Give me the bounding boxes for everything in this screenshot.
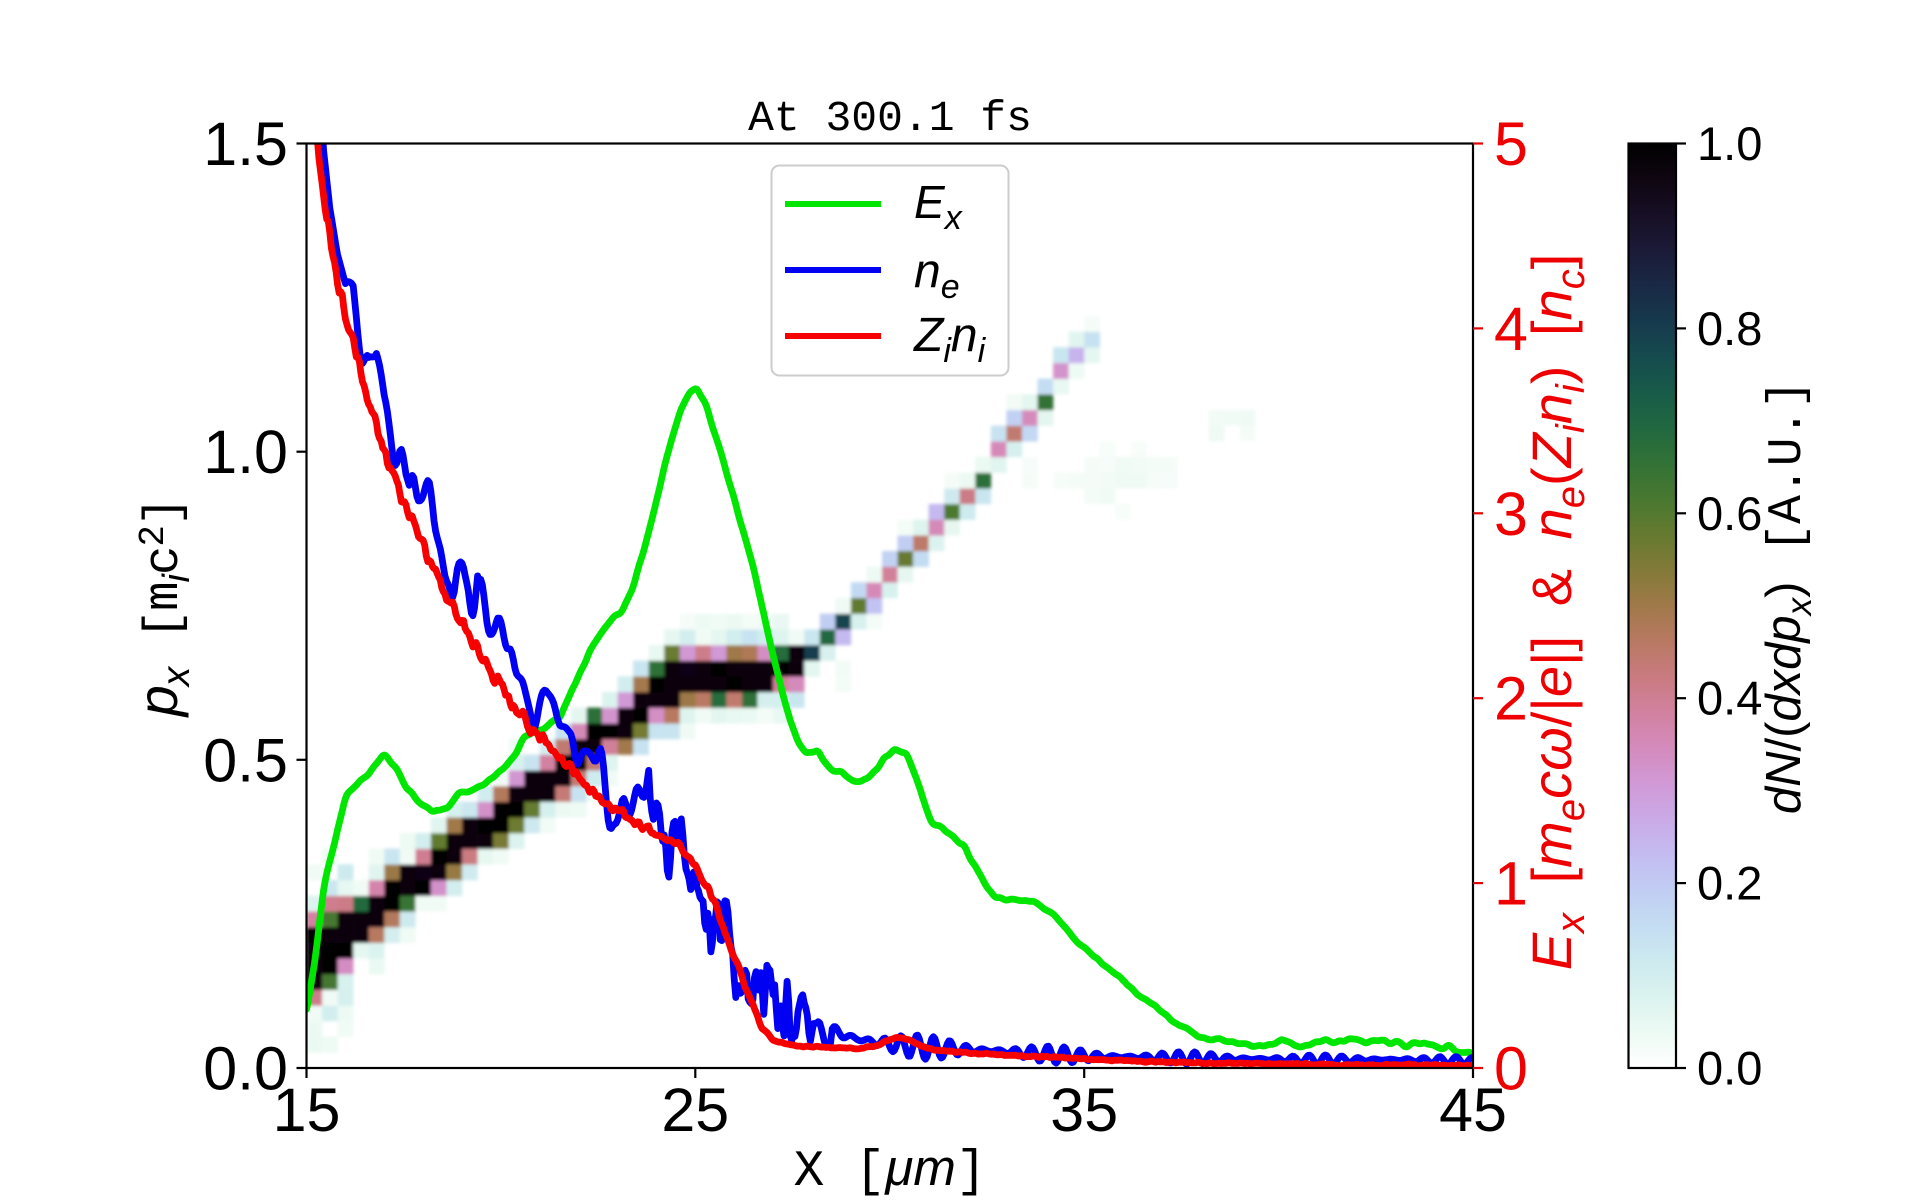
svg-text:0: 0 — [1494, 1035, 1528, 1103]
svg-text:5: 5 — [1494, 110, 1528, 178]
svg-text:1.0: 1.0 — [1697, 117, 1762, 170]
svg-text:Zini: Zini — [913, 309, 987, 370]
svg-text:25: 25 — [661, 1076, 729, 1144]
svg-text:0.6: 0.6 — [1697, 487, 1762, 540]
svg-text:px [mic2]: px [mic2] — [126, 498, 198, 719]
svg-text:0.8: 0.8 — [1697, 302, 1762, 355]
svg-text:45: 45 — [1439, 1076, 1507, 1144]
svg-text:Ex [mecω/|e|] & ne(Zini) [nc]: Ex [mecω/|e|] & ne(Zini) [nc] — [1520, 254, 1593, 971]
svg-text:1.0: 1.0 — [203, 418, 288, 486]
svg-text:X [μm]: X [μm] — [794, 1139, 987, 1200]
svg-text:0.0: 0.0 — [203, 1035, 288, 1103]
svg-text:15: 15 — [273, 1076, 341, 1144]
svg-text:0.2: 0.2 — [1697, 857, 1762, 910]
svg-text:4: 4 — [1494, 295, 1528, 363]
svg-text:Ex: Ex — [914, 176, 963, 237]
svg-text:1: 1 — [1494, 850, 1528, 918]
svg-text:1.5: 1.5 — [203, 110, 288, 178]
svg-text:35: 35 — [1050, 1076, 1118, 1144]
svg-text:0.0: 0.0 — [1697, 1042, 1762, 1095]
svg-text:2: 2 — [1494, 665, 1528, 733]
svg-text:At 300.1 fs: At 300.1 fs — [748, 94, 1032, 143]
svg-text:0.5: 0.5 — [203, 726, 288, 794]
svg-text:dN/(dxdpx) [A.U.]: dN/(dxdpx) [A.U.] — [1757, 380, 1819, 814]
svg-text:ne: ne — [914, 245, 960, 306]
svg-text:3: 3 — [1494, 480, 1528, 548]
svg-text:0.4: 0.4 — [1697, 672, 1762, 725]
